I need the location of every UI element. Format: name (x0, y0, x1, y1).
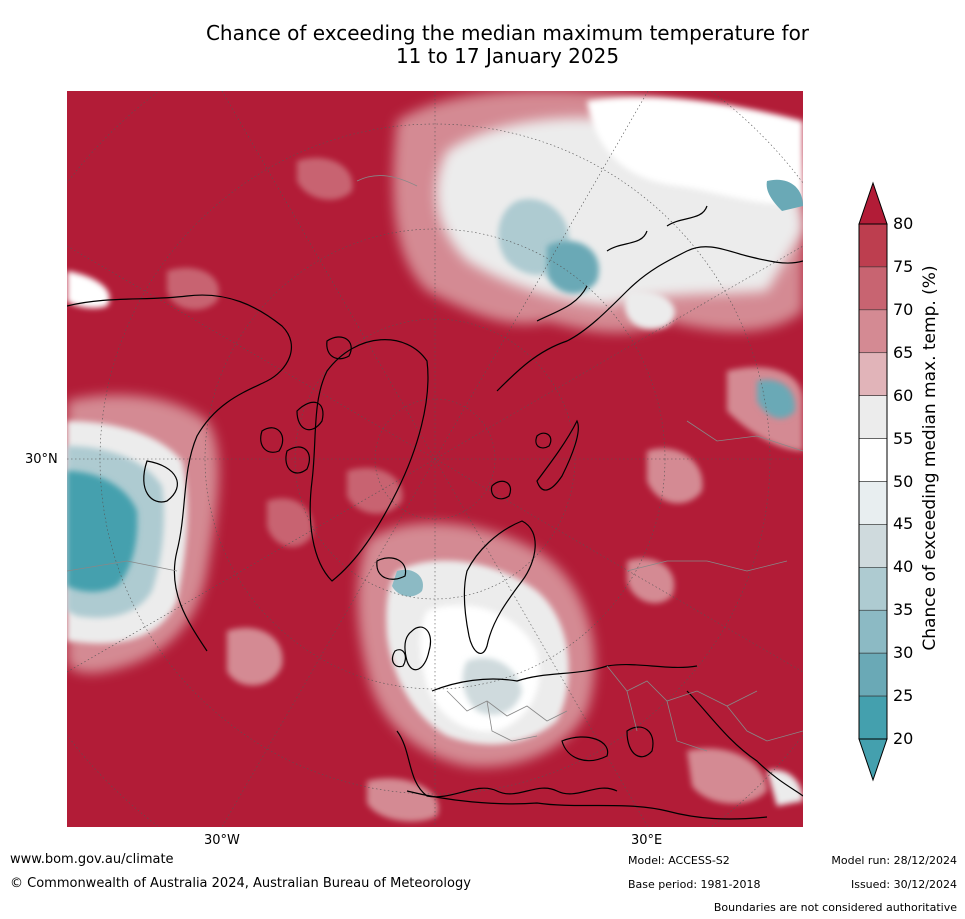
title-line-2: 11 to 17 January 2025 (395, 44, 620, 68)
colorbar-tick-label: 60 (893, 385, 914, 405)
colorbar-segment (858, 609, 888, 654)
colorbar-arrow-high (859, 183, 887, 224)
colorbar-tick-label: 40 (893, 557, 914, 577)
colorbar-tick-label: 55 (893, 428, 914, 448)
colorbar (858, 181, 888, 782)
latitude-label-30n: 30°N (25, 452, 58, 467)
colorbar-segment (858, 438, 888, 482)
colorbar-tick-label: 35 (893, 600, 914, 620)
colorbar-tick-label: 75 (893, 256, 914, 276)
website-link[interactable]: www.bom.gov.au/climate (10, 852, 174, 867)
colorbar-segment (858, 652, 888, 697)
ocean-anomaly-patches (67, 157, 803, 822)
colorbar-tick-label: 25 (893, 686, 914, 706)
colorbar-arrow-low (859, 739, 887, 780)
colorbar-label-text: Chance of exceeding median max. temp. (%… (920, 265, 940, 651)
title-line-1: Chance of exceeding the median maximum t… (205, 21, 810, 45)
colorbar-segment (858, 266, 888, 311)
country-borders (67, 175, 803, 752)
colorbar-segment (858, 567, 888, 611)
colorbar-tick-label: 20 (893, 729, 914, 748)
map-canvas (67, 91, 803, 827)
model-name: Model: ACCESS-S2 (628, 854, 730, 867)
colorbar-segment (858, 481, 888, 525)
chart-title: Chance of exceeding the median maximum t… (0, 22, 965, 68)
colorbar-segment (858, 309, 888, 354)
colorbar-segments (858, 183, 888, 780)
colorbar-segment (858, 352, 888, 396)
siberia-anomaly-region (393, 91, 803, 333)
colorbar-tick-label: 50 (893, 471, 914, 491)
north-america-anomaly-region (67, 395, 219, 673)
colorbar-segment (858, 695, 888, 740)
model-run-date: Model run: 28/12/2024 (831, 854, 957, 867)
colorbar-tick-label: 30 (893, 643, 914, 663)
colorbar-outline (858, 181, 888, 782)
coastlines (67, 205, 803, 820)
colorbar-tick-label: 45 (893, 514, 914, 534)
colorbar-tick-label: 80 (893, 214, 914, 233)
colorbar-tick-label: 70 (893, 299, 914, 319)
colorbar-segment (858, 223, 888, 268)
forecast-map (67, 91, 803, 827)
boundaries-disclaimer: Boundaries are not considered authoritat… (713, 901, 957, 914)
graticule (67, 91, 803, 827)
copyright-text: © Commonwealth of Australia 2024, Austra… (10, 876, 471, 891)
longitude-label-30e: 30°E (631, 833, 663, 848)
longitude-label-30w: 30°W (204, 833, 240, 848)
base-period: Base period: 1981-2018 (628, 878, 761, 891)
colorbar-tick-label: 65 (893, 342, 914, 362)
issued-date: Issued: 30/12/2024 (850, 878, 957, 891)
colorbar-segment (858, 524, 888, 568)
colorbar-segment (858, 395, 888, 439)
central-asia-anomaly-region (727, 367, 803, 451)
